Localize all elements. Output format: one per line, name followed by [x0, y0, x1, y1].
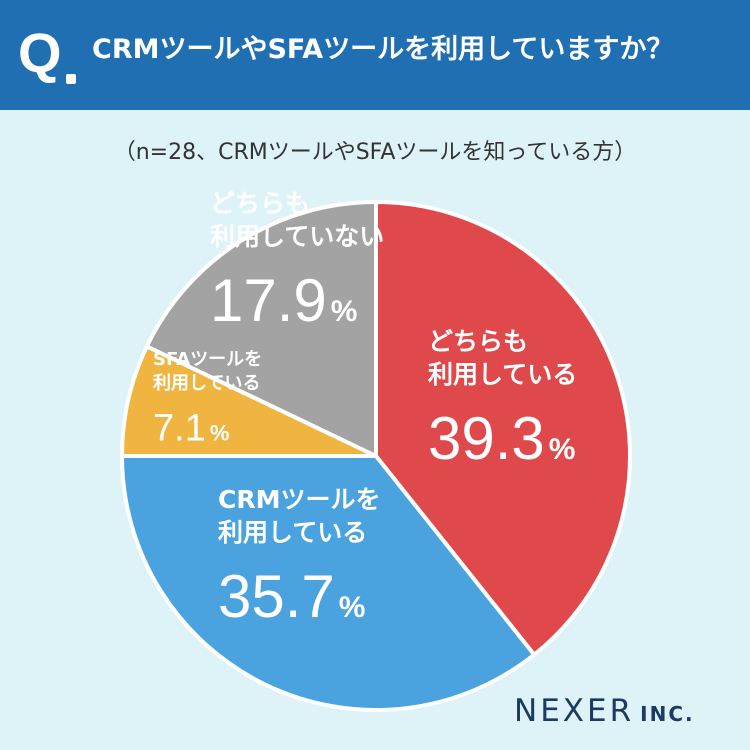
question-header: Q CRMツールやSFAツールを利用していますか？: [0, 0, 750, 110]
brand-name: NEXER: [514, 693, 635, 729]
chart-subtitle: （n=28、CRMツールやSFAツールを知っている方）: [113, 140, 637, 165]
slice-value: 39.3%: [428, 405, 575, 472]
company-logo: NEXER INC.: [514, 693, 695, 729]
pie-slice: [144, 200, 378, 458]
slice-label-line: 利用している: [218, 518, 367, 547]
slice-value: 7.1%: [153, 407, 229, 449]
slice-label-line: CRMツールを: [218, 485, 380, 514]
pie-slice: [120, 344, 378, 458]
slice-label-line: 利用していない: [210, 222, 384, 251]
slice-label-line: 利用している: [153, 372, 260, 394]
question-mark-q: Q: [18, 21, 62, 84]
brand-suffix: INC.: [640, 702, 695, 726]
question-mark-dot: [66, 74, 76, 84]
slice-value: 35.7%: [218, 563, 365, 630]
question-text: CRMツールやSFAツールを利用していますか？: [92, 34, 674, 65]
pie-slices: [120, 200, 632, 712]
slice-label-line: SFAツールを: [153, 349, 262, 370]
pie-slice: [120, 454, 537, 712]
slice-label-line: どちらも: [210, 189, 310, 218]
slice-label-line: 利用している: [428, 360, 577, 389]
slice-value: 17.9%: [210, 267, 357, 334]
slice-label-line: どちらも: [428, 327, 528, 356]
pie-slice: [374, 200, 632, 657]
